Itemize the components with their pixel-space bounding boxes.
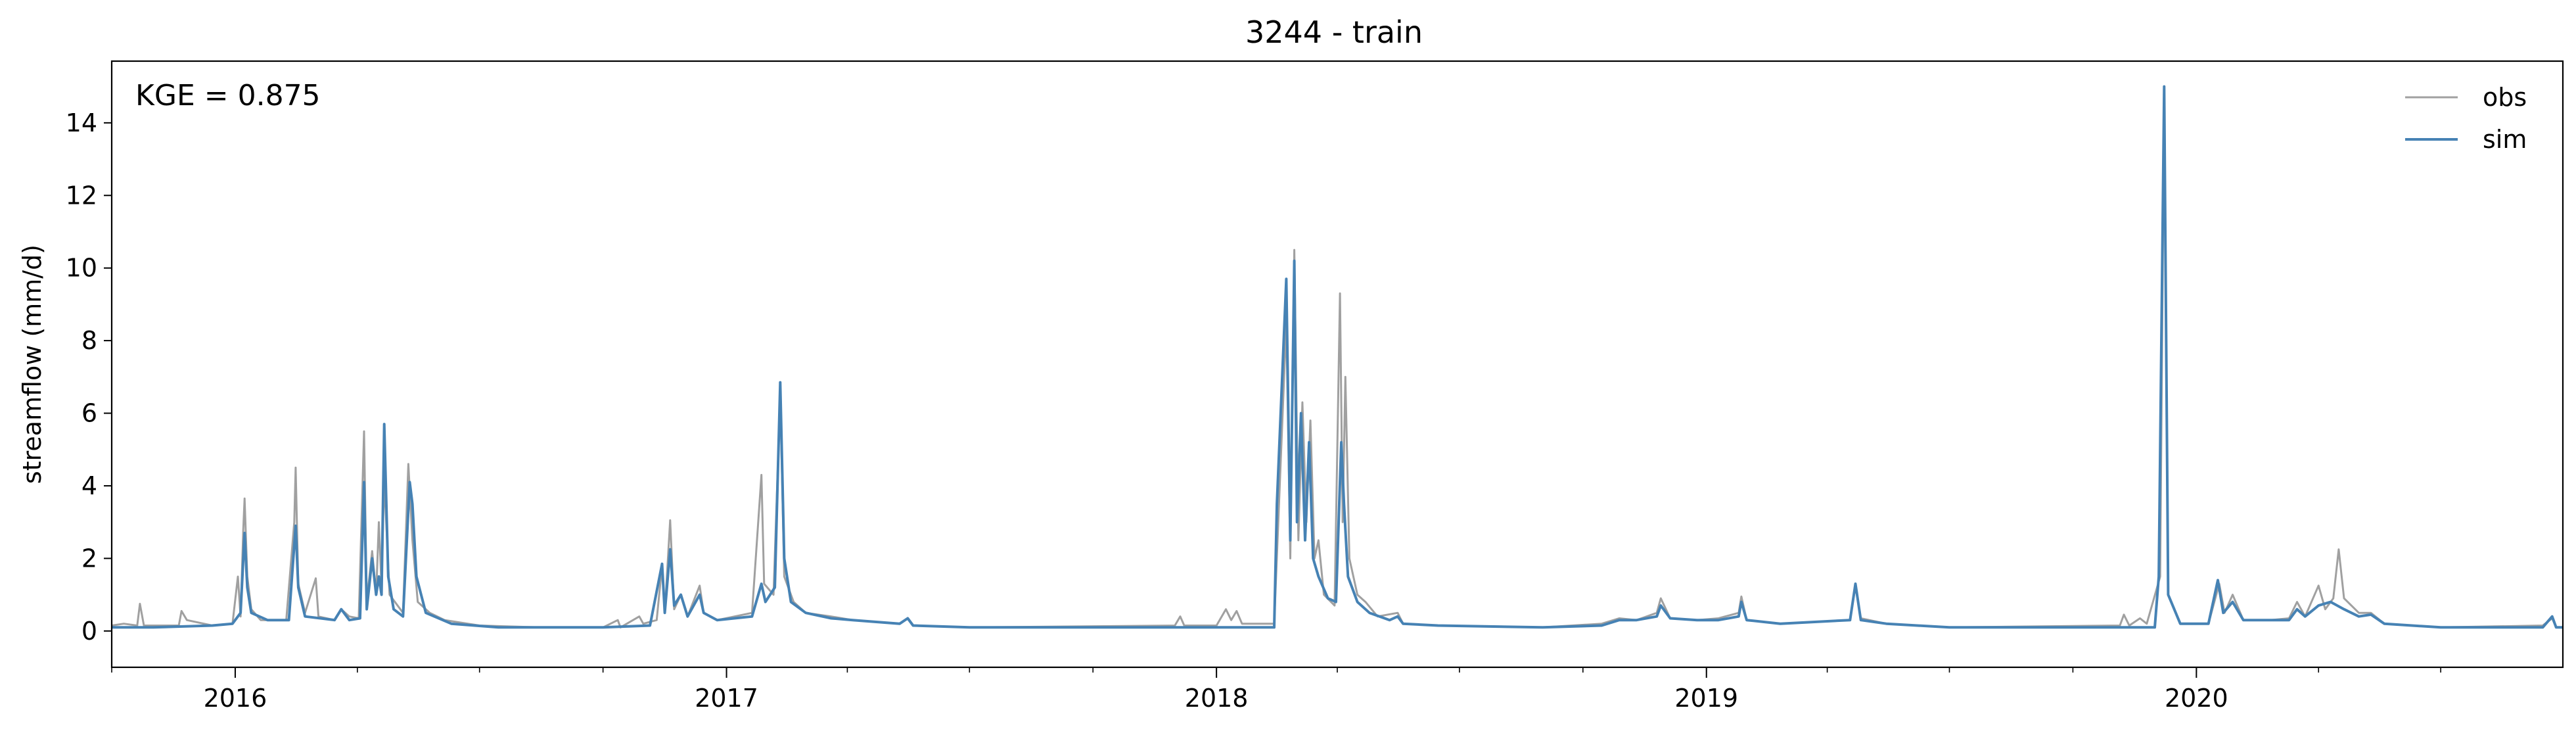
y-tick-label: 0 bbox=[81, 617, 97, 646]
y-axis-ticks: 0 2 4 6 8 10 12 14 bbox=[66, 108, 112, 646]
y-tick-label: 14 bbox=[66, 108, 97, 137]
y-tick-label: 10 bbox=[66, 254, 97, 283]
y-axis-label: streamflow (mm/d) bbox=[18, 245, 47, 484]
x-axis-ticks: 2016 2017 2018 2019 2020 bbox=[111, 667, 2441, 713]
y-tick-label: 2 bbox=[81, 544, 97, 573]
x-tick-label: 2018 bbox=[1185, 684, 1249, 713]
series-layer bbox=[111, 85, 2563, 629]
x-tick-label: 2016 bbox=[204, 684, 267, 713]
legend: obs sim bbox=[2405, 83, 2527, 154]
y-tick-label: 4 bbox=[81, 471, 97, 500]
series-line-sim bbox=[112, 85, 2563, 629]
chart-title: 3244 - train bbox=[1245, 14, 1423, 50]
legend-label-sim: sim bbox=[2483, 125, 2527, 154]
kge-annotation: KGE = 0.875 bbox=[135, 79, 321, 112]
x-tick-label: 2019 bbox=[1674, 684, 1738, 713]
y-tick-label: 8 bbox=[81, 326, 97, 355]
x-tick-label: 2020 bbox=[2165, 684, 2228, 713]
y-tick-label: 12 bbox=[66, 181, 97, 210]
y-tick-label: 6 bbox=[81, 399, 97, 428]
legend-label-obs: obs bbox=[2483, 83, 2527, 112]
x-tick-label: 2017 bbox=[695, 684, 758, 713]
